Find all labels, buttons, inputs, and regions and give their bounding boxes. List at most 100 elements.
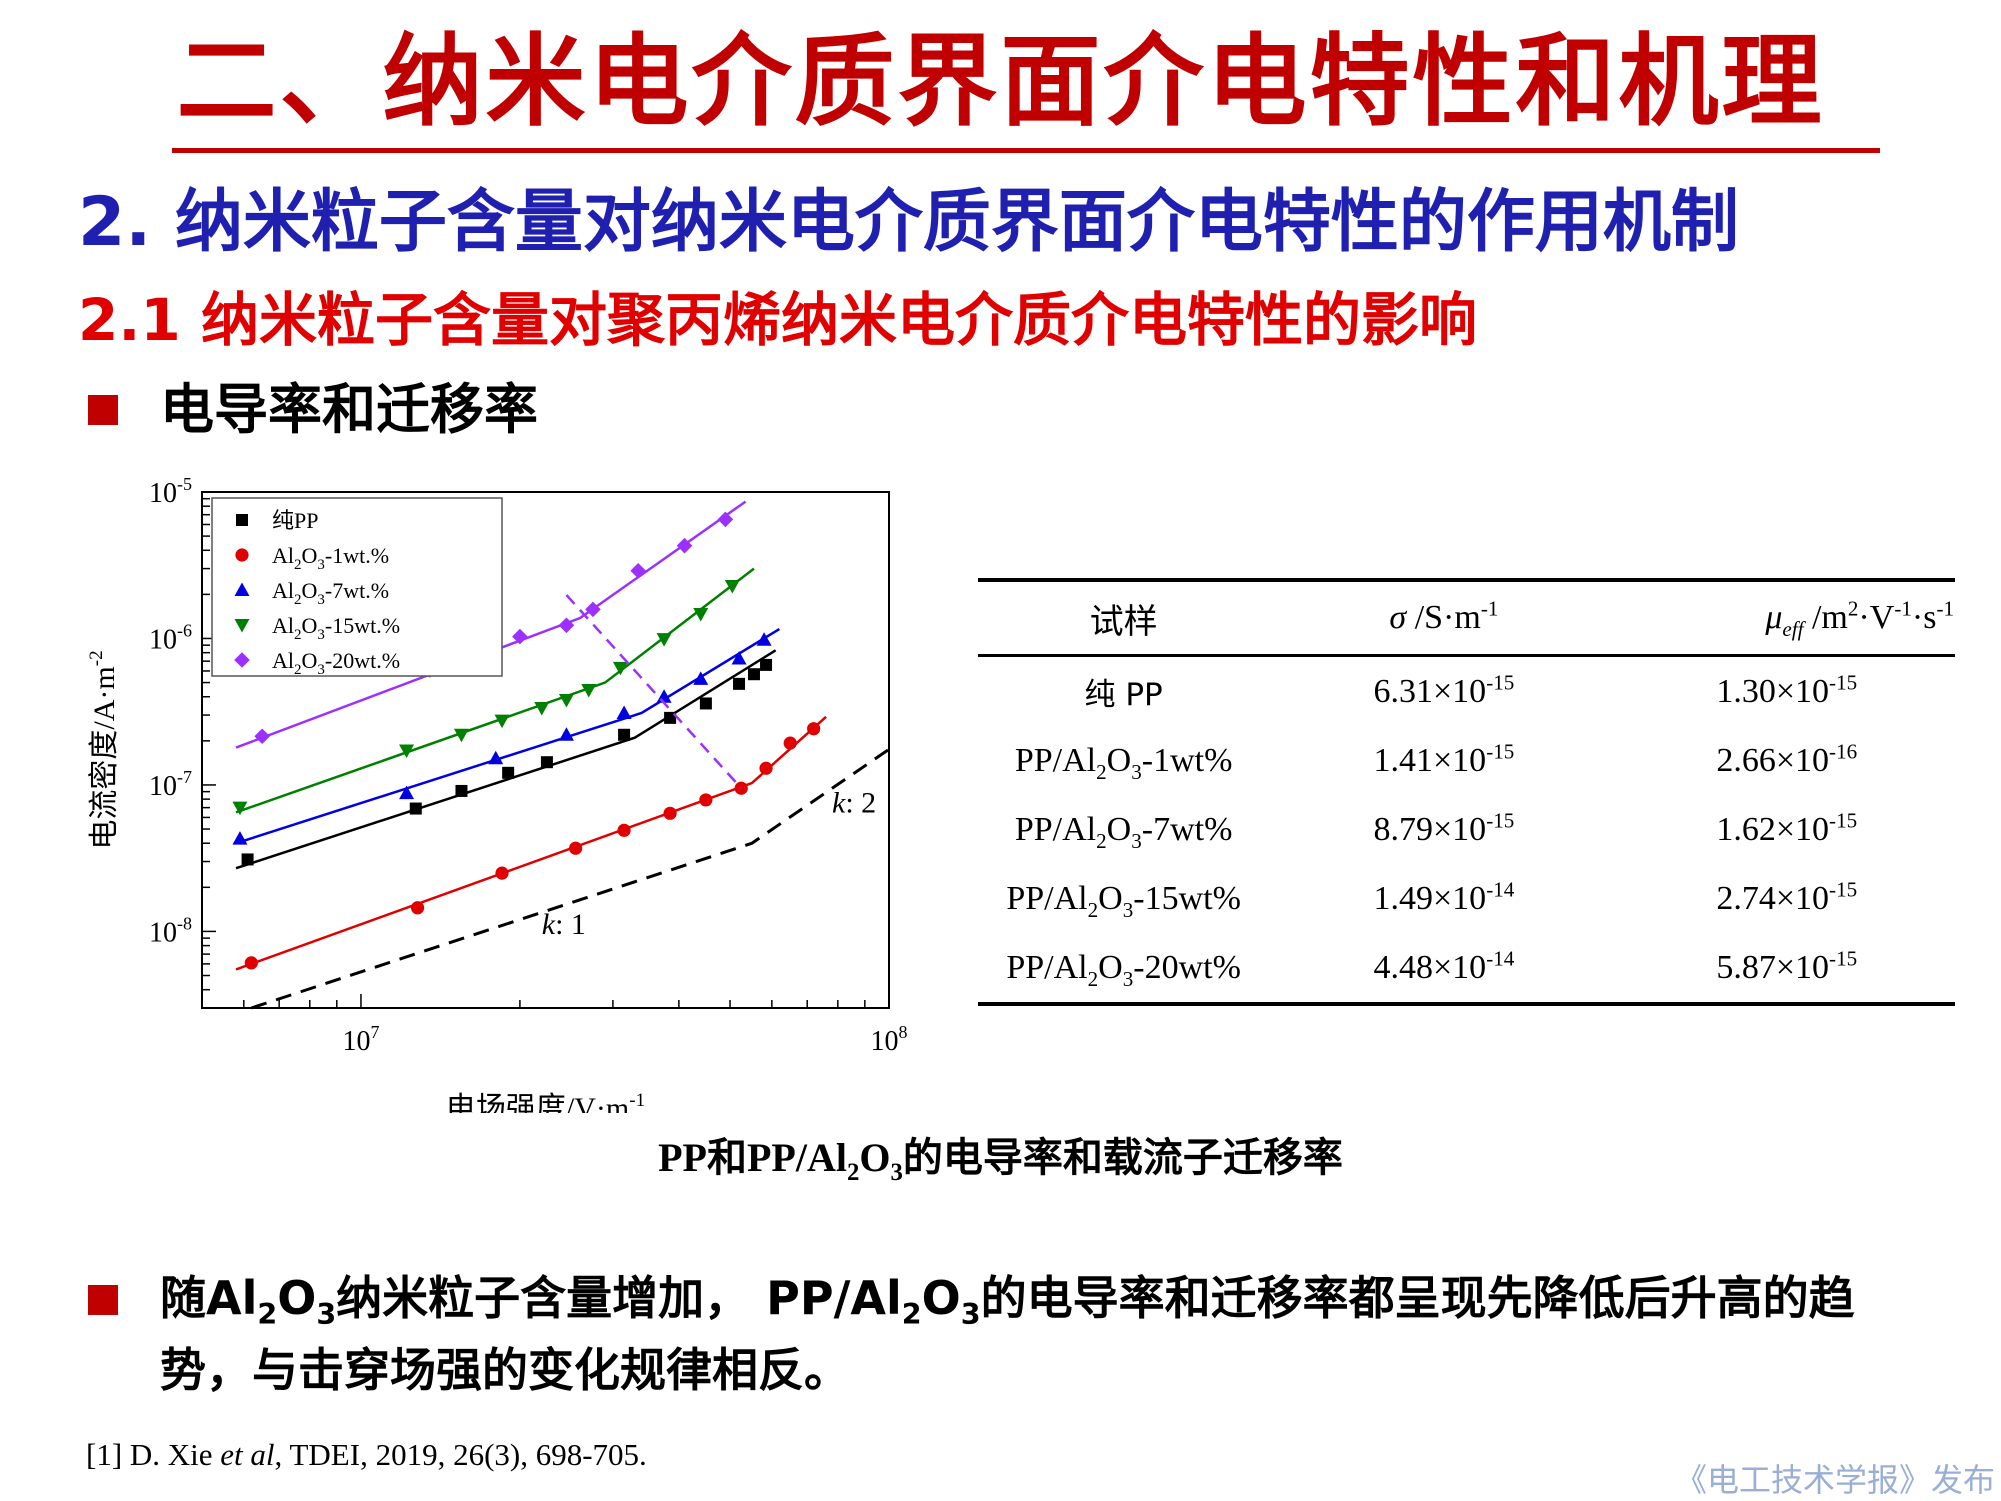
mu-mantissa: 2.74×10 xyxy=(1716,879,1830,917)
mu-cell: 2.66×10-16 xyxy=(1619,726,1955,795)
data-point-series-1 xyxy=(663,806,677,820)
slope-annotation-k: k xyxy=(832,786,846,819)
mu-mantissa: 1.62×10 xyxy=(1716,810,1830,848)
header-mu-unit: /m xyxy=(1803,599,1848,636)
y-tick-base: 10 xyxy=(149,771,177,802)
data-point-series-2 xyxy=(616,705,632,719)
data-point-series-0 xyxy=(747,668,760,681)
y-tick-label: 10-6 xyxy=(149,620,192,655)
row-label-text: PP/Al xyxy=(1014,810,1097,848)
row-label-text: -15wt% xyxy=(1133,879,1241,917)
row-label: PP/Al2O3-7wt% xyxy=(978,795,1269,864)
legend-label: Al2O3-7wt.% xyxy=(272,578,389,608)
y-axis-label-text: 电流密度/A·m xyxy=(88,666,121,849)
sigma-mantissa: 6.31×10 xyxy=(1373,672,1487,710)
mu-mantissa: 5.87×10 xyxy=(1716,948,1830,986)
sigma-exponent: -15 xyxy=(1486,808,1515,833)
legend-box xyxy=(211,497,503,677)
x-tick-base: 10 xyxy=(342,1026,370,1057)
transition-dashed-line xyxy=(565,594,743,790)
slope-annotation: k: 1 xyxy=(542,908,586,941)
legend-label-text: O xyxy=(302,613,318,638)
legend-label-text: O xyxy=(302,543,318,568)
legend-label-text: O xyxy=(302,648,318,673)
table-row: PP/Al2O3-1wt% 1.41×10-15 2.66×10-16 xyxy=(978,726,1955,795)
data-point-series-1 xyxy=(569,841,583,855)
row-label-text: -7wt% xyxy=(1141,810,1233,848)
data-point-series-1 xyxy=(410,901,425,915)
data-point-series-3 xyxy=(558,694,574,708)
header-mu-sup2: -1 xyxy=(1894,596,1912,621)
legend-label-text: Al xyxy=(272,648,294,673)
data-point-series-3 xyxy=(534,702,550,716)
y-axis-label: 电流密度/A·m-2 xyxy=(86,650,121,849)
sigma-cell: 6.31×10-15 xyxy=(1269,656,1618,727)
data-point-series-2 xyxy=(756,632,772,646)
legend-label-sub: 3 xyxy=(317,592,325,608)
sigma-mantissa: 1.49×10 xyxy=(1373,879,1487,917)
data-point-series-1 xyxy=(617,823,631,837)
data-point-series-4 xyxy=(558,617,575,634)
y-tick-exponent: -5 xyxy=(177,474,192,494)
sigma-cell: 4.48×10-14 xyxy=(1269,933,1619,1006)
row-label-text: O xyxy=(1106,810,1132,848)
legend-label-sub: 3 xyxy=(317,662,325,678)
row-label-sub: 2 xyxy=(1087,966,1099,991)
legend-label-text: O xyxy=(302,578,318,603)
legend-marker-1 xyxy=(235,548,249,562)
x-tick-label: 108 xyxy=(871,1022,908,1057)
conclusion-sub: 2 xyxy=(901,1298,922,1332)
data-point-series-3 xyxy=(724,580,740,594)
y-tick-exponent: -8 xyxy=(177,913,192,933)
row-label-sub: 2 xyxy=(1096,828,1107,853)
data-point-series-3 xyxy=(693,607,709,622)
data-point-series-1 xyxy=(759,761,773,775)
data-point-series-3 xyxy=(612,661,628,676)
data-point-series-0 xyxy=(699,697,712,710)
conclusion-text: O xyxy=(921,1271,961,1325)
row-label-sub: 3 xyxy=(1122,897,1134,922)
row-label-sub: 2 xyxy=(1096,759,1107,784)
plot-frame xyxy=(201,491,890,1009)
y-tick-label: 10-8 xyxy=(149,913,192,948)
data-point-series-1 xyxy=(807,722,821,736)
page-title: 二、纳米电介质界面介电特性和机理 xyxy=(176,23,1825,140)
y-axis-label-sup: -2 xyxy=(86,650,107,666)
mu-cell: 1.30×10-15 xyxy=(1619,656,1955,727)
header-sigma: σ /S·m-1 xyxy=(1269,578,1619,657)
legend-label-text: -20wt.% xyxy=(325,648,400,673)
subsection-heading: 2.1 纳米粒子含量对聚丙烯纳米电介质介电特性的影响 xyxy=(78,286,1477,354)
slope-annotation-text: : 1 xyxy=(555,908,586,941)
conclusion-text: 的电导率和迁移率都呈现先降低后升高的趋势，与击穿场强的变化规律相反。 xyxy=(160,1271,1855,1397)
reference-text: , TDEI, 2019, 26(3), 698-705. xyxy=(274,1437,647,1472)
caption-sub: 3 xyxy=(890,1159,903,1186)
legend-label-text: Al xyxy=(272,543,294,568)
x-tick-exponent: 8 xyxy=(899,1022,908,1042)
header-mu-unit2: ·V xyxy=(1858,599,1895,636)
data-point-series-3 xyxy=(494,714,510,729)
sigma-cell: 8.79×10-15 xyxy=(1269,795,1618,864)
y-tick-label: 10-7 xyxy=(149,767,192,802)
conclusion-paragraph: 随Al2O3纳米粒子含量增加， PP/Al2O3的电导率和迁移率都呈现先降低后升… xyxy=(160,1262,1940,1406)
data-point-series-0 xyxy=(664,711,677,724)
y-tick-exponent: -6 xyxy=(177,620,192,640)
series-fit-line-3 xyxy=(235,567,755,814)
section-heading: 2. 纳米粒子含量对纳米电介质界面介电特性的作用机制 xyxy=(78,183,1739,262)
row-label-text: -1wt% xyxy=(1141,741,1233,779)
row-label: PP/Al2O3-20wt% xyxy=(978,933,1270,1006)
sigma-exponent: -14 xyxy=(1486,946,1515,971)
data-point-series-0 xyxy=(455,784,468,797)
legend-label-text: 纯PP xyxy=(272,508,318,533)
table-row: PP/Al2O3-7wt% 8.79×10-15 1.62×10 -15 xyxy=(978,795,1955,864)
legend-label-text: -15wt.% xyxy=(325,613,400,638)
row-label-text: PP/Al xyxy=(1014,741,1097,779)
row-label-text: O xyxy=(1098,948,1123,986)
legend-label: Al2O3-20wt.% xyxy=(272,648,400,678)
data-point-series-3 xyxy=(399,744,415,758)
data-point-series-2 xyxy=(232,831,248,845)
table-row: PP/Al2O3-15wt% 1.49×10-14 2.74×10-15 xyxy=(978,864,1955,933)
row-label-sub: 3 xyxy=(1122,966,1134,991)
sigma-mantissa: 1.41×10 xyxy=(1373,741,1487,779)
mu-cell: 5.87×10-15 xyxy=(1618,933,1955,1006)
reference-text: [1] D. Xie xyxy=(86,1437,221,1472)
